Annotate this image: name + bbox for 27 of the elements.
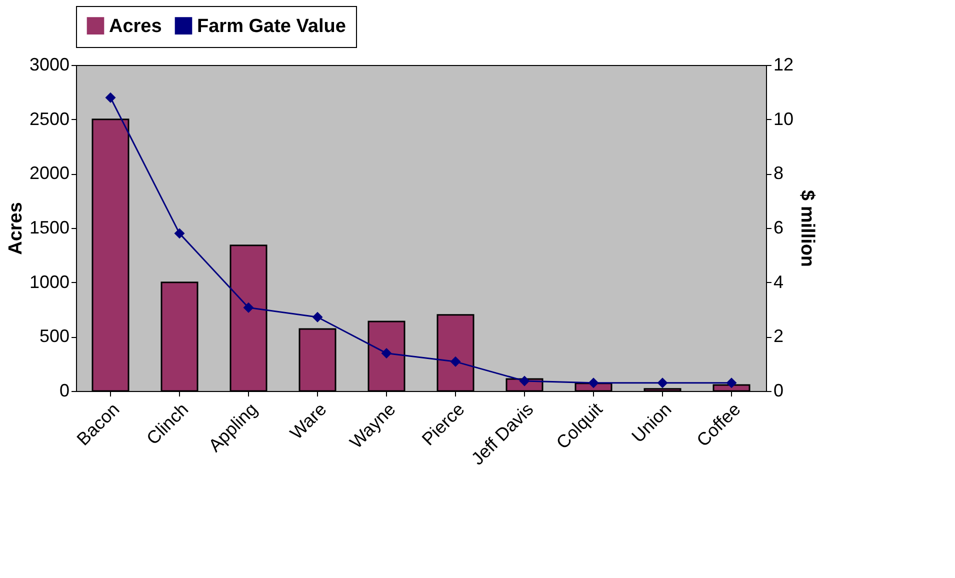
y2-tick-label: 10 bbox=[774, 108, 794, 129]
y2-tick-label: 12 bbox=[774, 54, 794, 74]
y-tick-label: 2000 bbox=[29, 163, 70, 184]
point bbox=[105, 92, 116, 103]
legend-label: Farm Gate Value bbox=[197, 16, 346, 37]
y-axis-title: Acres bbox=[5, 202, 26, 255]
y2-tick-label: 0 bbox=[774, 380, 784, 400]
y2-tick-label: 2 bbox=[774, 326, 784, 346]
legend-label: Acres bbox=[109, 16, 162, 37]
y2-axis-title: $ million bbox=[796, 190, 818, 268]
point bbox=[588, 378, 599, 388]
y-tick-label: 1000 bbox=[29, 272, 70, 292]
y-tick-label: 2500 bbox=[29, 108, 70, 129]
y2-tick-label: 4 bbox=[774, 272, 784, 292]
y-tick-label: 1500 bbox=[29, 218, 70, 238]
point bbox=[657, 378, 668, 388]
y-tick-label: 500 bbox=[39, 326, 70, 346]
point bbox=[312, 312, 323, 322]
point bbox=[174, 228, 185, 239]
y-tick-label: 0 bbox=[59, 380, 70, 400]
point bbox=[243, 302, 254, 313]
y2-tick-label: 6 bbox=[774, 218, 784, 238]
y2-tick-label: 8 bbox=[774, 163, 784, 184]
point bbox=[381, 348, 392, 358]
y-tick-label: 3000 bbox=[29, 54, 70, 74]
point bbox=[450, 356, 461, 367]
point bbox=[726, 378, 737, 388]
